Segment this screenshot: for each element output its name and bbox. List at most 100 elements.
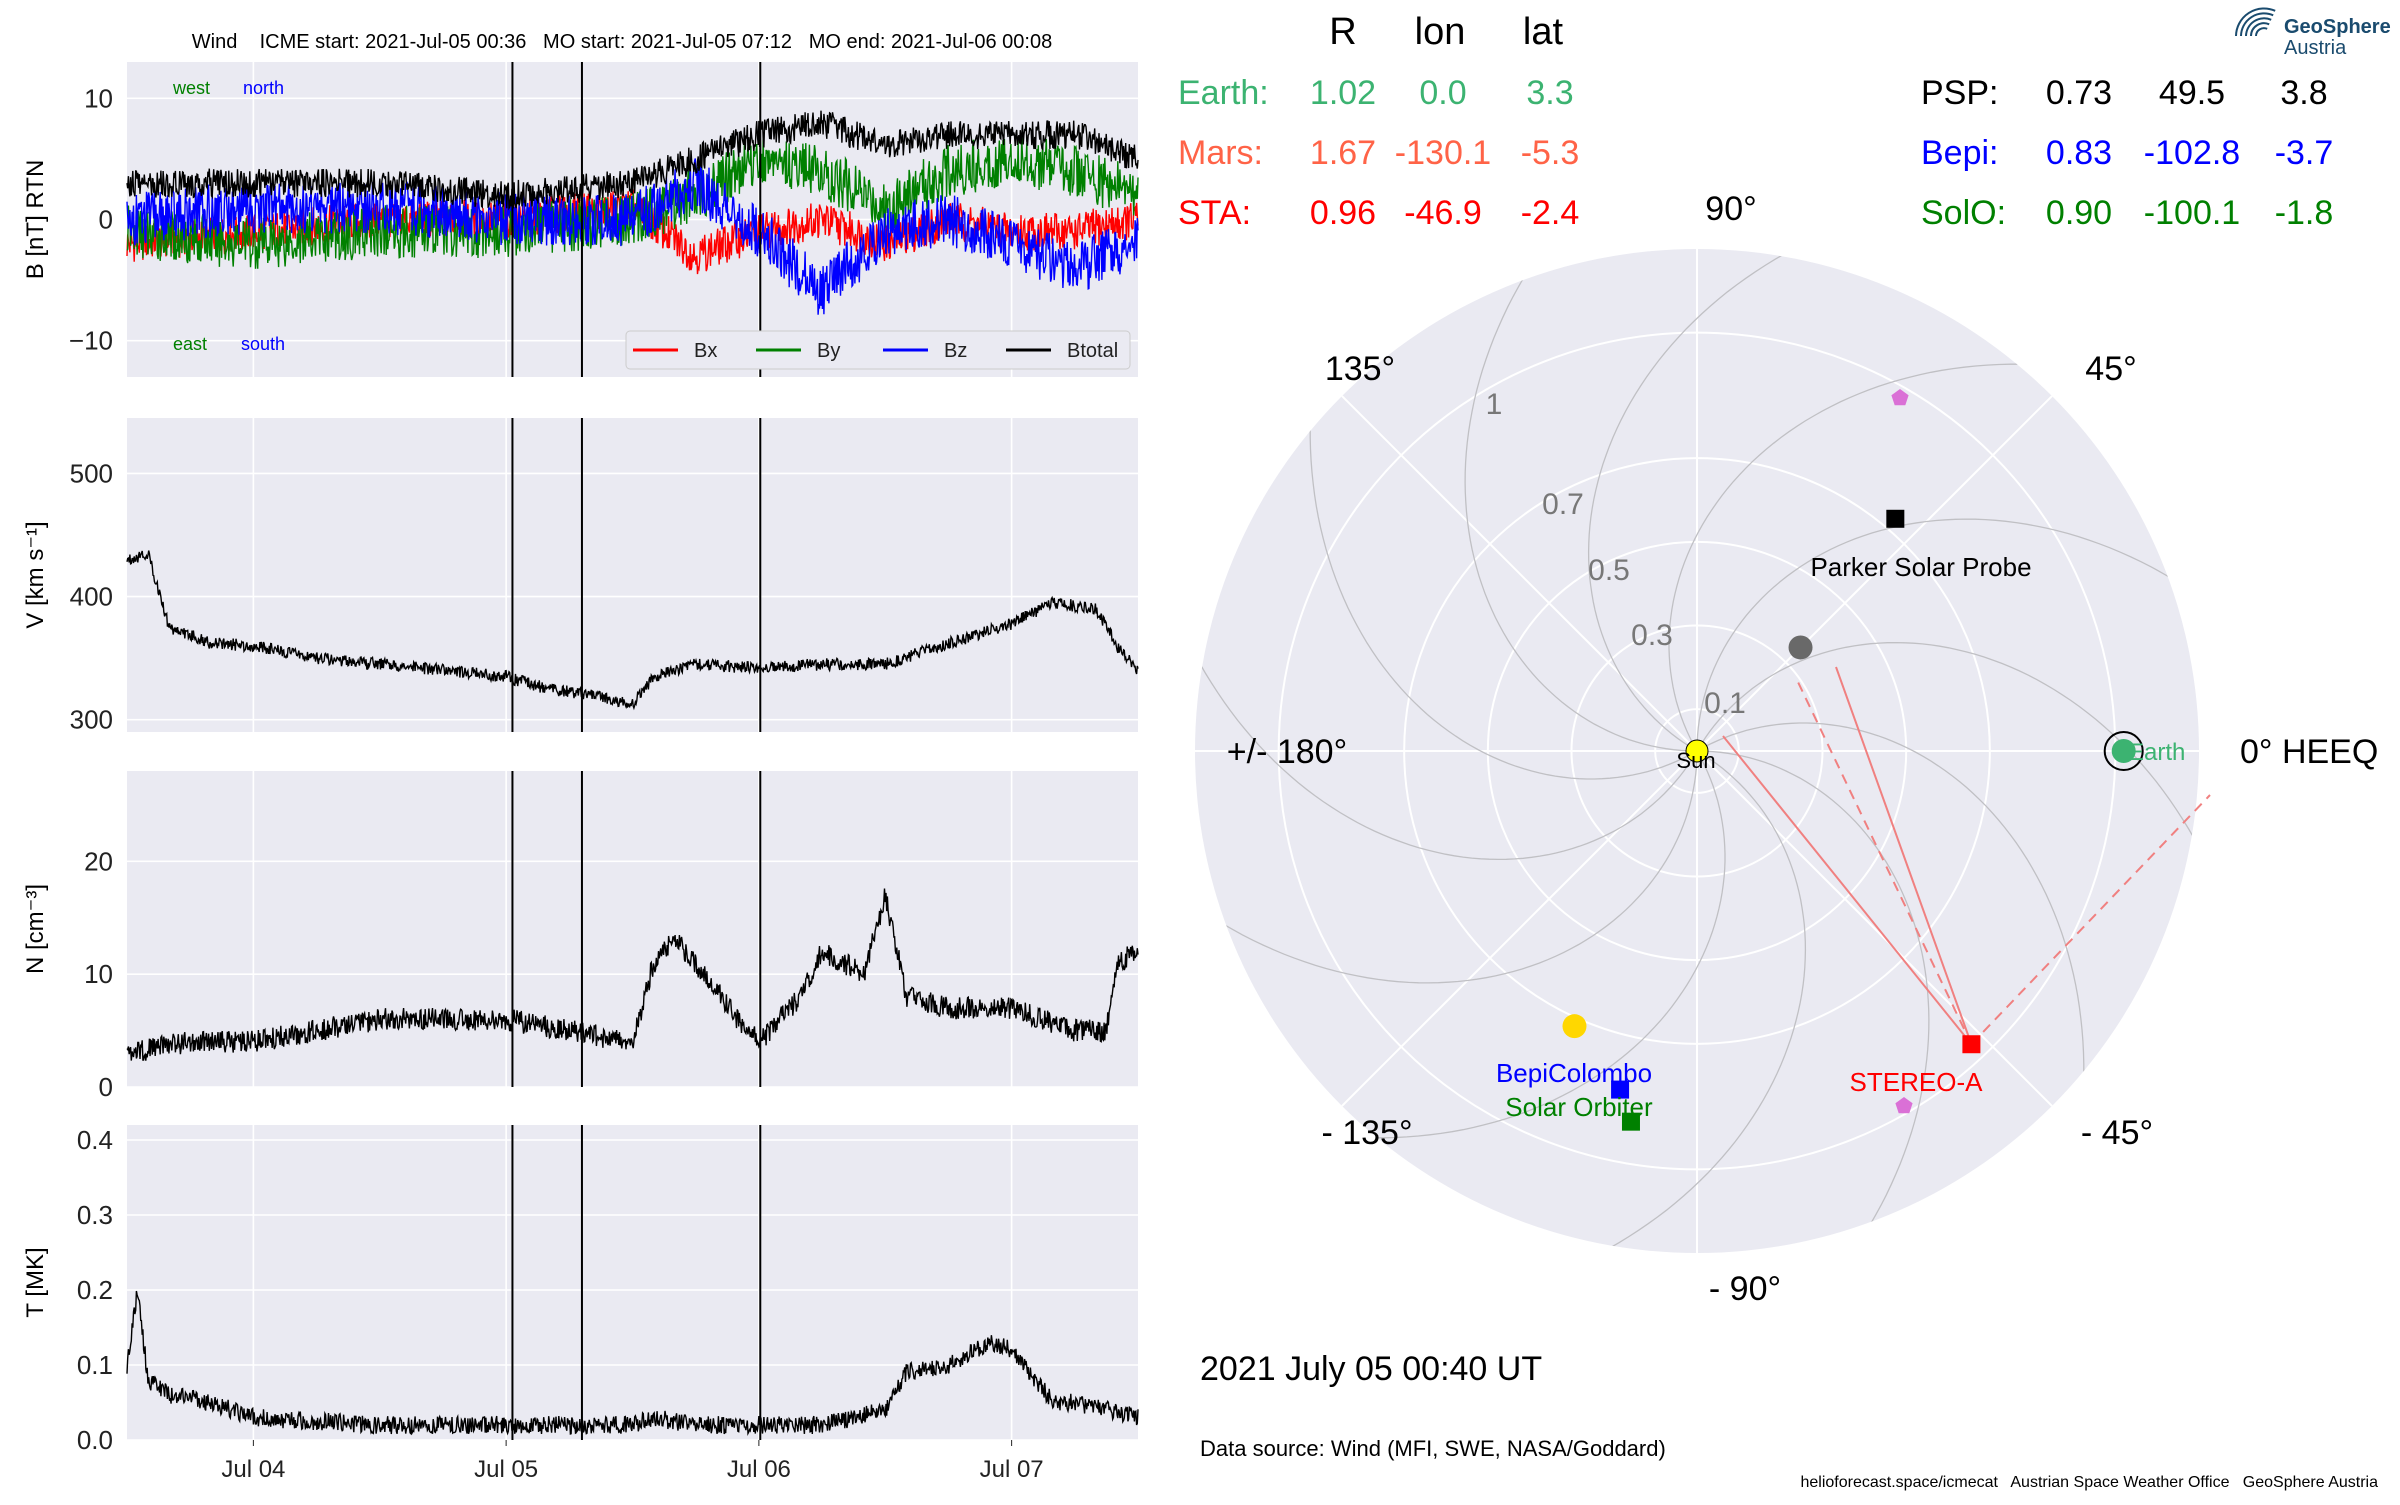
- direction-label-bottom-left: east: [173, 334, 207, 354]
- angle-label: - 90°: [1709, 1270, 1781, 1308]
- polar-plot: 0.1 0.30.50.7 1 0° HEEQ 45° 90° 135° +/- 180° - …: [1195, 190, 2378, 1308]
- table-cell-lon: -130.1: [1395, 134, 1491, 172]
- table-cell-r: 1.02: [1310, 74, 1376, 112]
- timeseries-panels: −10 0 10 B [nT] RTN 300 400 500 V [km s⁻¹] 0 10 20…: [22, 62, 1139, 1483]
- timestamp: 2021 July 05 00:40 UT: [1200, 1350, 1542, 1388]
- table-header-lat: lat: [1523, 11, 1564, 53]
- y-tick-label: 10: [84, 959, 113, 989]
- angle-label: - 135°: [1321, 1114, 1412, 1152]
- y-axis-label: B [nT] RTN: [22, 160, 49, 280]
- legend-label-bx: Bx: [694, 340, 717, 362]
- data-source: Data source: Wind (MFI, SWE, NASA/Goddar…: [1200, 1436, 1666, 1461]
- bepi-marker: [1611, 1080, 1630, 1099]
- y-tick-label: 300: [70, 705, 113, 735]
- angle-label: 135°: [1325, 350, 1395, 388]
- x-tick-label: Jul 04: [221, 1456, 285, 1483]
- legend-label-by: By: [817, 340, 840, 362]
- sta-marker: [1962, 1035, 1981, 1054]
- sun-marker: [1685, 739, 1709, 763]
- event-header: Wind ICME start: 2021-Jul-05 00:36 MO st…: [192, 31, 1052, 53]
- angular-gridline: [1341, 395, 1698, 752]
- x-tick-label: Jul 07: [980, 1456, 1044, 1483]
- series-line-btotal: [126, 110, 1139, 211]
- mercury-marker: [1788, 635, 1813, 660]
- table-cell-r: 0.90: [2046, 194, 2112, 232]
- table-row-left: STA: 0.96 -46.9 -2.4: [1178, 194, 1579, 232]
- legend: Bx By Bz Btotal: [625, 330, 1131, 370]
- table-cell-name: STA:: [1178, 194, 1251, 232]
- logo-text-line2: Austria: [2284, 37, 2347, 59]
- solo-label: Solar Orbiter: [1505, 1092, 1653, 1122]
- direction-label-bottom-right: south: [241, 334, 285, 354]
- table-cell-lon: 49.5: [2159, 74, 2225, 112]
- legend-label-bz: Bz: [944, 340, 967, 362]
- radial-tick-label: 0.1: [1704, 687, 1746, 720]
- y-axis-label: T [MK]: [22, 1247, 49, 1317]
- logo-swirl-line: [2255, 27, 2268, 37]
- logo-swirl-line: [2240, 12, 2274, 37]
- table-cell-lon: -102.8: [2144, 134, 2240, 172]
- y-tick-label: 0: [99, 1072, 113, 1102]
- table-cell-lat: -1.8: [2275, 194, 2334, 232]
- stereo-a-fov-line: [1970, 794, 2211, 1045]
- logo-swirl-line: [2250, 22, 2270, 37]
- table-cell-r: 0.96: [1310, 194, 1376, 232]
- radial-tick-label: 0.3: [1631, 619, 1673, 652]
- y-axis-label: N [cm⁻³]: [22, 884, 49, 974]
- table-cell-name: Bepi:: [1921, 134, 1999, 172]
- x-tick-label: Jul 05: [474, 1456, 538, 1483]
- angle-label: +/- 180°: [1227, 733, 1347, 771]
- angle-label: - 45°: [2081, 1114, 2153, 1152]
- timeseries-panel-4: 0.0 0.1 0.2 0.3 0.4 T [MK]: [22, 1125, 1139, 1455]
- table-row-right: SolO: 0.90 -100.1 -1.8: [1921, 194, 2333, 232]
- timeseries-panel-1: −10 0 10 B [nT] RTN: [22, 62, 1139, 377]
- table-cell-lat: -5.3: [1521, 134, 1580, 172]
- angular-gridline: [1696, 750, 2053, 1107]
- sun-label: Sun: [1676, 748, 1715, 773]
- table-cell-lat: -2.4: [1521, 194, 1580, 232]
- logo-swirl-line: [2235, 7, 2276, 37]
- table-cell-lat: 3.8: [2280, 74, 2327, 112]
- y-tick-label: 0: [99, 205, 113, 235]
- venus-marker: [1562, 1014, 1587, 1039]
- series-line-data: [126, 550, 1139, 711]
- table-row-left: Earth: 1.02 0.0 3.3: [1178, 74, 1574, 112]
- angular-gridline: [1341, 750, 1698, 1107]
- table-cell-name: PSP:: [1921, 74, 1998, 112]
- violet-pentagon-marker: [1895, 1097, 1913, 1114]
- angle-label: 45°: [2085, 350, 2136, 388]
- stereo-a-fov-line: [1835, 666, 1973, 1045]
- table-cell-lon: -46.9: [1404, 194, 1482, 232]
- table-cell-name: Earth:: [1178, 74, 1269, 112]
- panel-background: [127, 1125, 1138, 1440]
- y-tick-label: 20: [84, 846, 113, 876]
- angle-label: 0° HEEQ: [2240, 733, 2378, 771]
- y-tick-label: 10: [84, 83, 113, 113]
- y-tick-label: 0.3: [77, 1200, 113, 1230]
- direction-label-top-left: west: [172, 78, 210, 98]
- logo-swirl-line: [2245, 17, 2272, 37]
- table-cell-name: Mars:: [1178, 134, 1263, 172]
- y-tick-label: 500: [70, 458, 113, 488]
- radial-tick-label: 1: [1486, 388, 1503, 421]
- psp-label: Parker Solar Probe: [1810, 552, 2031, 582]
- series-line-data: [126, 1290, 1139, 1436]
- logo-text-line1: GeoSphere: [2284, 16, 2391, 38]
- table-cell-r: 1.67: [1310, 134, 1376, 172]
- table-header-r: R: [1329, 11, 1356, 53]
- solo-marker: [1621, 1112, 1640, 1131]
- sta-label: STEREO-A: [1850, 1067, 1984, 1097]
- table-cell-lat: -3.7: [2275, 134, 2334, 172]
- table-row-left: Mars: 1.67 -130.1 -5.3: [1178, 134, 1579, 172]
- psp-marker: [1886, 509, 1905, 528]
- stereo-a-fov-line: [1722, 735, 1973, 1045]
- table-cell-lon: 0.0: [1419, 74, 1466, 112]
- series-line-data: [126, 888, 1139, 1061]
- x-tick-label: Jul 06: [727, 1456, 791, 1483]
- violet-pentagon-marker: [1891, 389, 1909, 406]
- panel-background: [127, 418, 1138, 732]
- y-tick-label: 0.0: [77, 1425, 113, 1455]
- angular-gridline: [1696, 395, 2053, 752]
- y-tick-label: −10: [69, 326, 113, 356]
